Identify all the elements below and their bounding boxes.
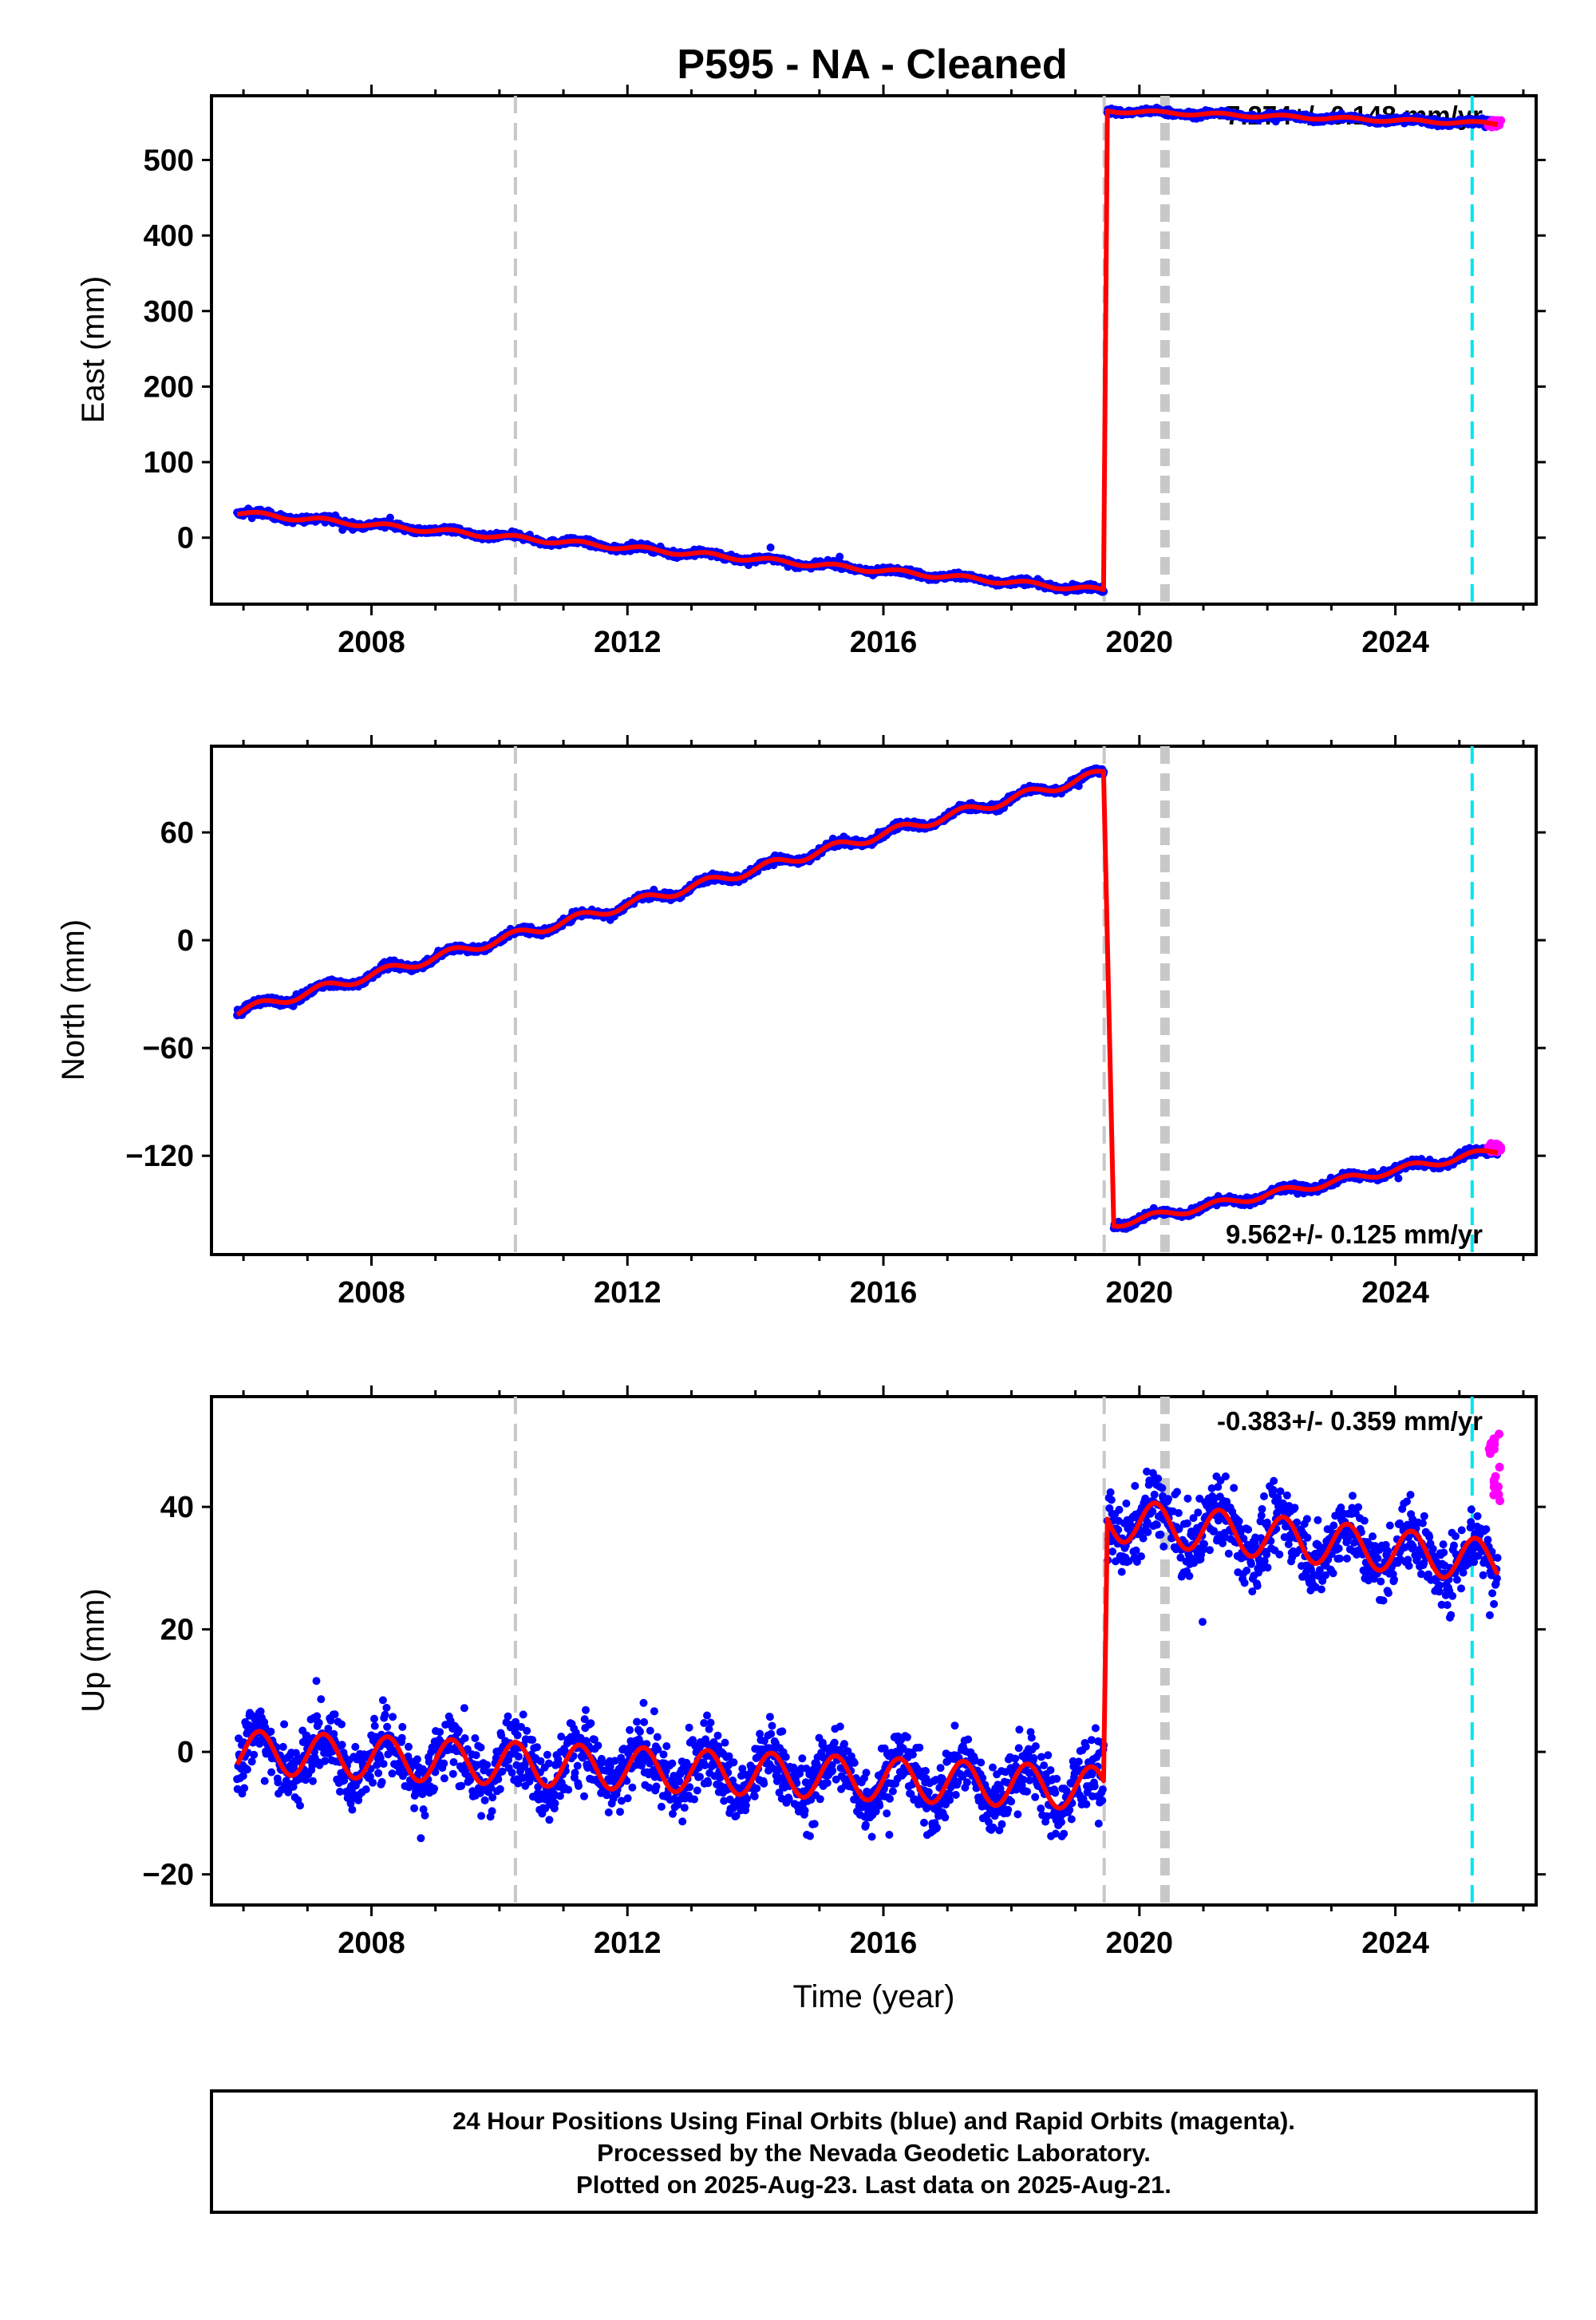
y-tick-label: 500 <box>144 144 194 177</box>
panel-plot-area <box>233 96 1505 604</box>
north-panel: North (mm) 9.562+/- 0.125 mm/yr −120−600… <box>56 735 1546 1310</box>
model-fit-line <box>237 111 1498 590</box>
panel-plot-area <box>233 746 1505 1255</box>
final-orbit-point <box>1394 1175 1402 1183</box>
x-tick-label: 2016 <box>850 626 918 659</box>
final-orbit-point <box>836 553 843 561</box>
y-tick-label: 0 <box>177 522 194 555</box>
y-tick-label: 400 <box>144 219 194 253</box>
east-panel: East (mm) -7.274+/- 0.148 mm/yr 01002003… <box>76 85 1546 659</box>
x-tick-label: 2020 <box>1106 626 1174 659</box>
x-tick-label: 2012 <box>594 626 662 659</box>
y-tick-label: 200 <box>144 370 194 404</box>
y-tick-label: 300 <box>144 295 194 329</box>
x-tick-label: 2024 <box>1361 626 1429 659</box>
north-rate-label: 9.562+/- 0.125 mm/yr <box>1226 1219 1483 1249</box>
figure-title: P595 - NA - Cleaned <box>677 41 1067 88</box>
north-axis-label: North (mm) <box>56 919 91 1081</box>
x-tick-label: 2008 <box>338 626 405 659</box>
y-tick-label: 100 <box>144 446 194 480</box>
east-axis-label: East (mm) <box>76 276 111 423</box>
final-orbit-point <box>767 543 775 551</box>
